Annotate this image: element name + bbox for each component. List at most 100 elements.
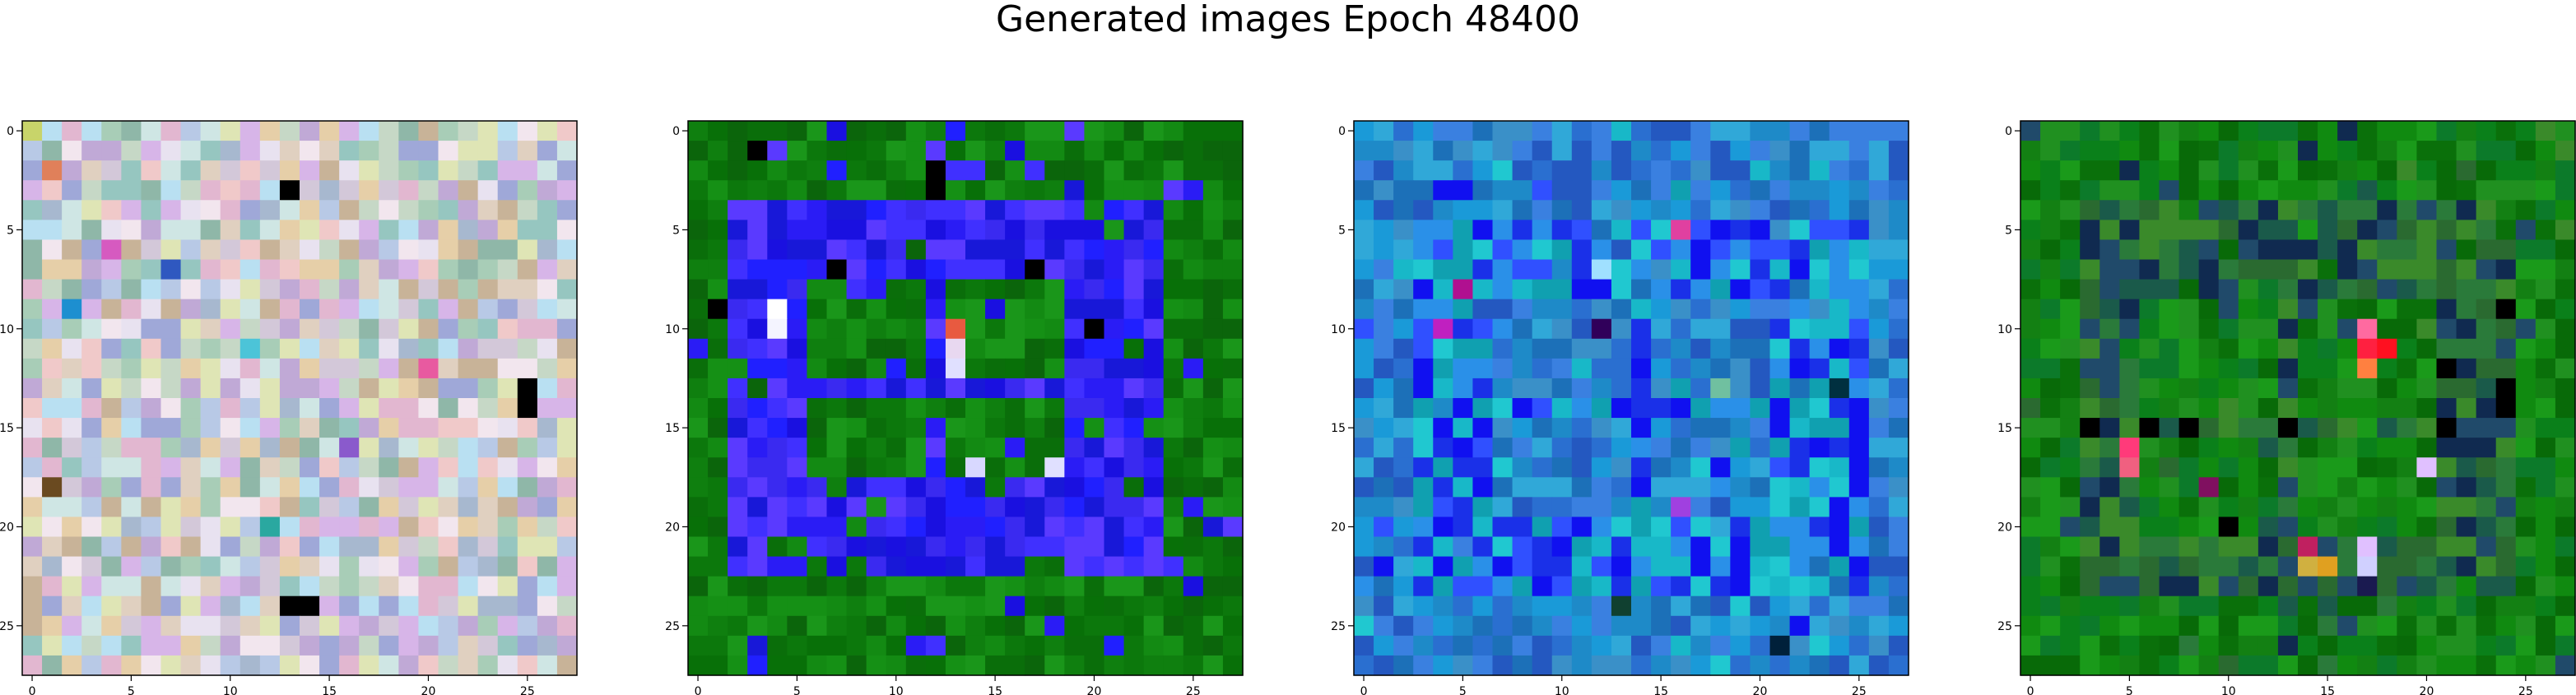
pixel-cell	[42, 378, 63, 399]
pixel-cell	[2515, 279, 2536, 300]
pixel-cell	[1551, 378, 1573, 399]
pixel-cell	[1710, 398, 1731, 419]
pixel-cell	[688, 180, 709, 201]
pixel-cell	[2476, 536, 2497, 558]
pixel-cell	[537, 358, 558, 379]
pixel-cell	[2238, 497, 2259, 518]
pixel-cell	[220, 398, 241, 419]
pixel-cell	[1025, 141, 1045, 161]
pixel-cell	[62, 615, 82, 637]
pixel-cell	[1888, 318, 1909, 340]
pixel-cell	[42, 576, 63, 597]
pixel-cell	[846, 576, 867, 597]
pixel-cell	[339, 398, 360, 419]
pixel-cell	[2198, 556, 2220, 577]
pixel-cell	[2257, 438, 2279, 458]
pixel-cell	[767, 299, 788, 320]
pixel-cell	[708, 299, 728, 320]
pixel-cell	[1005, 477, 1025, 498]
pixel-cell	[1453, 318, 1474, 340]
pixel-cell	[458, 477, 479, 498]
pixel-cell	[886, 378, 907, 399]
pixel-cell	[2416, 160, 2438, 181]
pixel-cell	[728, 318, 748, 340]
pixel-cell	[1769, 576, 1791, 597]
x-tick-label: 25	[1186, 685, 1201, 695]
pixel-cell	[1591, 180, 1612, 201]
pixel-cell	[220, 180, 241, 201]
pixel-cell	[160, 517, 182, 538]
pixel-cell	[965, 655, 986, 676]
pixel-cell	[1433, 200, 1453, 220]
pixel-cell	[81, 239, 102, 261]
pixel-cell	[2476, 299, 2497, 320]
pixel-cell	[160, 279, 182, 300]
pixel-cell	[1551, 200, 1573, 220]
pixel-cell	[239, 517, 261, 538]
pixel-cell	[2139, 497, 2160, 518]
pixel-cell	[1413, 655, 1434, 676]
pixel-cell	[2218, 517, 2239, 538]
pixel-cell	[1472, 556, 1494, 577]
pixel-cell	[2436, 635, 2457, 656]
pixel-cell	[1163, 615, 1184, 637]
pixel-cell	[1064, 200, 1086, 220]
pixel-cell	[1750, 220, 1771, 241]
pixel-cell	[2436, 655, 2457, 676]
pixel-cell	[1393, 398, 1414, 419]
pixel-cell	[1591, 438, 1612, 458]
pixel-cell	[2456, 477, 2477, 498]
pixel-cell	[1809, 220, 1830, 241]
pixel-cell	[2198, 398, 2220, 419]
pixel-cell	[2020, 200, 2041, 220]
pixel-cell	[1143, 497, 1165, 518]
pixel-cell	[1571, 318, 1593, 340]
pixel-cell	[2020, 438, 2041, 458]
pixel-cell	[1571, 239, 1593, 261]
pixel-cell	[1671, 121, 1691, 141]
pixel-cell	[1631, 457, 1652, 478]
pixel-cell	[1888, 595, 1909, 617]
pixel-cell	[1064, 358, 1086, 379]
pixel-cell	[339, 655, 360, 676]
pixel-cell	[2238, 517, 2259, 538]
pixel-cell	[688, 536, 709, 558]
pixel-cell	[2119, 180, 2141, 201]
pixel-cell	[905, 635, 927, 656]
pixel-cell	[81, 418, 102, 438]
pixel-cell	[398, 318, 420, 340]
pixel-cell	[2318, 457, 2338, 478]
pixel-cell	[1848, 239, 1870, 261]
pixel-cell	[1809, 615, 1830, 637]
pixel-cell	[1512, 338, 1533, 359]
pixel-cell	[1393, 497, 1414, 518]
pixel-cell	[1104, 141, 1125, 161]
pixel-cell	[1611, 160, 1632, 181]
pixel-cell	[81, 477, 102, 498]
pixel-cell	[2337, 418, 2358, 438]
pixel-cell	[728, 457, 748, 478]
pixel-cell	[379, 358, 399, 379]
pixel-cell	[239, 338, 261, 359]
pixel-cell	[866, 477, 887, 498]
pixel-cell	[2555, 160, 2576, 181]
pixel-cell	[807, 141, 828, 161]
pixel-cell	[2119, 655, 2141, 676]
pixel-cell	[101, 220, 122, 241]
pixel-cell	[1104, 497, 1125, 518]
pixel-cell	[1453, 536, 1474, 558]
pixel-cell	[965, 615, 986, 637]
pixel-cell	[477, 299, 499, 320]
pixel-cell	[807, 556, 828, 577]
pixel-cell	[2476, 180, 2497, 201]
pixel-cell	[101, 477, 122, 498]
pixel-cell	[2099, 279, 2120, 300]
pixel-cell	[259, 635, 281, 656]
pixel-cell	[1750, 477, 1771, 498]
pixel-cell	[1084, 141, 1105, 161]
pixel-cell	[985, 299, 1006, 320]
pixel-cell	[1374, 398, 1394, 419]
pixel-cell	[846, 536, 867, 558]
pixel-cell	[259, 517, 281, 538]
pixel-cell	[866, 497, 887, 518]
